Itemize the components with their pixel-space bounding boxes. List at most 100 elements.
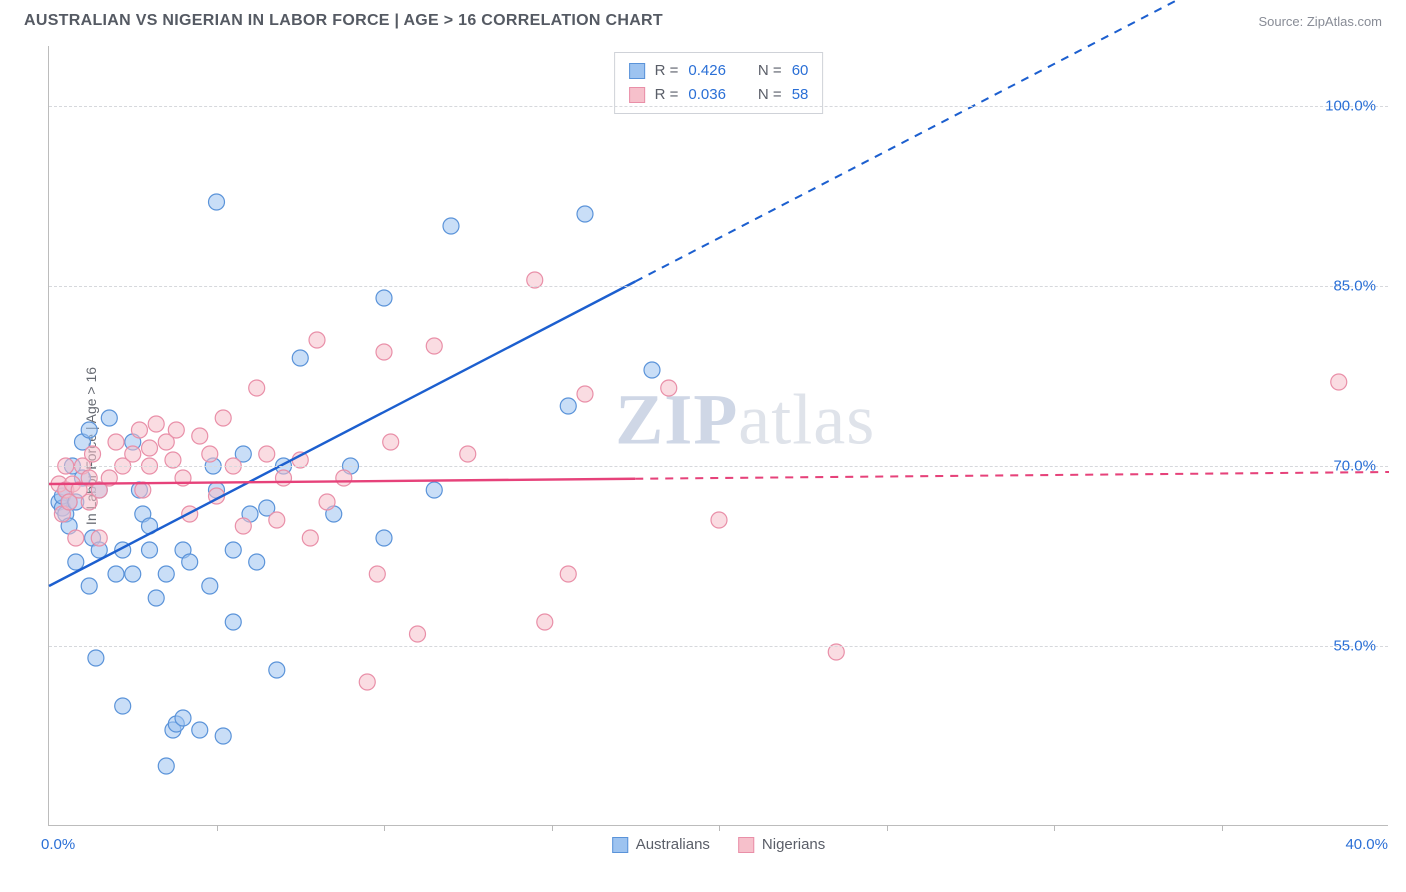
data-point [142,542,158,558]
x-tick [887,825,888,831]
legend-row: R =0.036N =58 [629,83,809,107]
data-point [443,218,459,234]
data-point [249,380,265,396]
data-point [336,470,352,486]
data-point [168,422,184,438]
data-point [359,674,375,690]
data-point [215,410,231,426]
data-point [276,470,292,486]
legend-swatch [612,837,628,853]
source-attribution: Source: ZipAtlas.com [1258,14,1382,29]
data-point [249,554,265,570]
data-point [302,530,318,546]
legend-swatch [738,837,754,853]
data-point [108,434,124,450]
data-point [711,512,727,528]
data-point [661,380,677,396]
data-point [68,554,84,570]
gridline [49,286,1388,287]
data-point [91,530,107,546]
data-point [460,446,476,462]
data-point [225,614,241,630]
x-tick [1222,825,1223,831]
data-point [225,542,241,558]
x-tick [1054,825,1055,831]
legend-r-label: R = [655,59,679,83]
data-point [192,722,208,738]
data-point [309,332,325,348]
data-point [108,566,124,582]
legend-n-label: N = [758,59,782,83]
series-legend: Australians Nigerians [612,836,826,853]
data-point [81,578,97,594]
scatter-svg [49,46,1388,825]
data-point [148,416,164,432]
data-point [259,446,275,462]
data-point [215,728,231,744]
data-point [376,344,392,360]
series-legend-label: Nigerians [762,836,825,853]
data-point [577,206,593,222]
data-point [125,566,141,582]
gridline [49,646,1388,647]
data-point [142,440,158,456]
y-tick-label: 100.0% [1325,98,1376,115]
data-point [182,554,198,570]
data-point [376,530,392,546]
legend-n-value: 60 [792,59,809,83]
data-point [68,530,84,546]
data-point [319,494,335,510]
data-point [202,578,218,594]
series-legend-item: Nigerians [738,836,825,853]
gridline [49,106,1388,107]
data-point [376,290,392,306]
y-tick-label: 70.0% [1333,458,1376,475]
legend-n-value: 58 [792,83,809,107]
x-tick [719,825,720,831]
data-point [292,350,308,366]
data-point [175,710,191,726]
y-tick-label: 55.0% [1333,638,1376,655]
data-point [158,758,174,774]
data-point [577,386,593,402]
correlation-legend: R = 0.426 N = 60R = 0.036 N = 58 [614,52,824,114]
series-legend-label: Australians [636,836,710,853]
legend-row: R = 0.426 N = 60 [629,59,809,83]
legend-swatch [629,63,645,79]
data-point [202,446,218,462]
data-point [644,362,660,378]
legend-r-value: 0.036 [688,83,726,107]
data-point [88,650,104,666]
regression-line-dashed [635,0,1389,282]
data-point [560,398,576,414]
legend-swatch [629,87,645,103]
data-point [158,566,174,582]
gridline [49,466,1388,467]
data-point [426,482,442,498]
chart-plot-area: ZIPatlas R =0.426N =60R =0.036N =58 Aust… [48,46,1388,826]
data-point [537,614,553,630]
x-tick [217,825,218,831]
page-title: AUSTRALIAN VS NIGERIAN IN LABOR FORCE | … [24,12,663,30]
series-legend-item: Australians [612,836,710,853]
data-point [410,626,426,642]
x-tick [384,825,385,831]
data-point [560,566,576,582]
data-point [1331,374,1347,390]
data-point [148,590,164,606]
legend-r-value: 0.426 [688,59,726,83]
data-point [209,194,225,210]
x-tick [552,825,553,831]
data-point [131,422,147,438]
x-axis-max-label: 40.0% [1345,836,1388,853]
data-point [235,518,251,534]
data-point [115,698,131,714]
data-point [383,434,399,450]
data-point [369,566,385,582]
data-point [81,422,97,438]
legend-r-label: R = [655,83,679,107]
data-point [85,446,101,462]
regression-line-dashed [635,472,1389,479]
data-point [426,338,442,354]
x-axis-min-label: 0.0% [41,836,75,853]
